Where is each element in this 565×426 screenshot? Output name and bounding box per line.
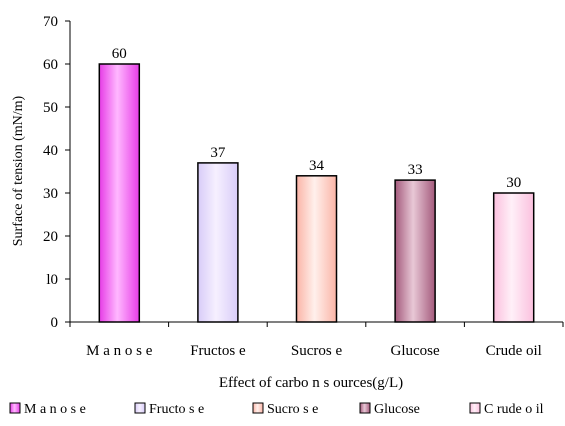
bar-manose <box>98 63 141 323</box>
legend-swatch-crude-oil <box>469 402 481 414</box>
category-label-crude-oil: Crude oil <box>486 343 542 359</box>
legend-label-glucose: Glucose <box>374 402 420 417</box>
y-axis-title: Surface of tension (mN/m) <box>11 95 26 246</box>
y-tick-label: l0 <box>46 272 58 288</box>
category-label-sucrose: Sucros e <box>291 343 343 359</box>
legend-swatch-manose <box>9 402 21 414</box>
y-tick-label: 0 <box>51 315 59 331</box>
legend-swatch-sucrose <box>252 402 264 414</box>
y-tick-label: 30 <box>43 186 58 202</box>
category-label-manose: M a n o s e <box>86 343 153 359</box>
y-tick-label: 70 <box>43 14 58 30</box>
y-axis: 0 l0 20 30 40 50 60 70 <box>43 14 71 331</box>
legend: M a n o s e Fructo s e Sucro s e Glucose C r… <box>9 402 544 417</box>
legend-label-manose: M a n o s e <box>24 402 86 417</box>
data-label-sucrose: 34 <box>309 158 325 174</box>
category-label-glucose: Glucose <box>391 343 440 359</box>
legend-swatch-glucose <box>359 402 371 414</box>
data-label-manose: 60 <box>112 46 127 62</box>
y-tick-label: 20 <box>43 229 58 245</box>
data-label-crude-oil: 30 <box>506 175 521 191</box>
y-tick-label: 50 <box>43 100 58 116</box>
bar-crude-oil <box>492 192 535 323</box>
bar-glucose <box>394 179 436 323</box>
x-axis <box>69 321 564 327</box>
x-axis-title: Effect of carbo n s ources(g/L) <box>219 375 403 391</box>
bar-fructose <box>197 162 239 323</box>
y-tick-label: 40 <box>43 143 58 159</box>
legend-label-sucrose: Sucro s e <box>267 402 318 417</box>
data-label-fructose: 37 <box>210 145 226 161</box>
legend-swatch-fructose <box>134 402 146 414</box>
data-label-glucose: 33 <box>408 162 423 178</box>
legend-label-fructose: Fructo s e <box>149 402 204 417</box>
bar-sucrose <box>295 175 338 323</box>
legend-label-crude-oil: C rude o il <box>484 402 544 417</box>
category-label-fructose: Fructos e <box>190 343 246 359</box>
y-tick-label: 60 <box>43 57 58 73</box>
